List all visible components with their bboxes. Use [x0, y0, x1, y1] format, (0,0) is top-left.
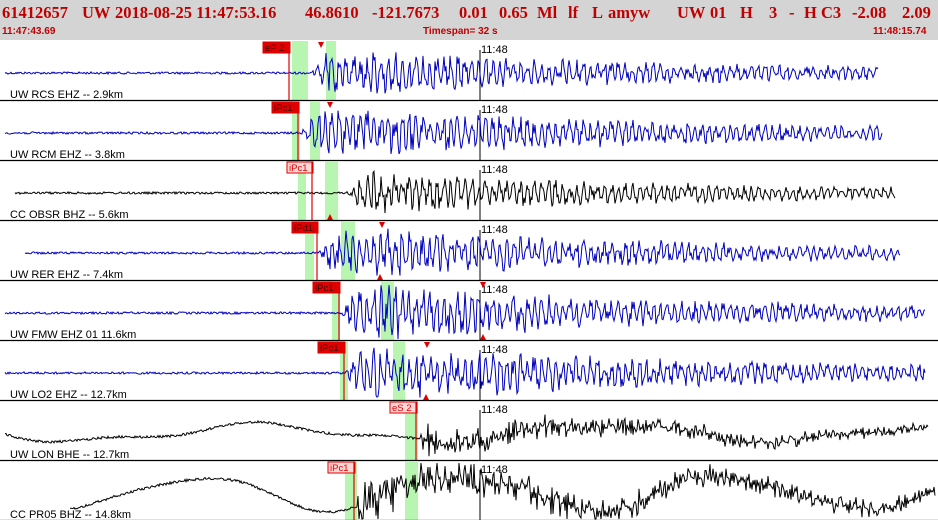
event-magnitude: 0.65: [499, 3, 528, 22]
station-label: UW RER EHZ -- 7.4km: [10, 269, 123, 281]
event-header: 61412657 UW 2018-08-25 11:47:53.16 46.86…: [0, 0, 938, 40]
waveform-trace: [69, 462, 936, 520]
event-id: 61412657: [2, 3, 68, 22]
event-depth: 0.01: [459, 3, 488, 22]
event-type: H C3: [804, 3, 842, 22]
pick-flag[interactable]: [317, 341, 346, 354]
event-version: 01: [710, 3, 727, 22]
pick-label: eP 2: [265, 43, 284, 54]
minute-tick-label: 11:48: [481, 104, 508, 116]
station-label: UW LON BHE -- 12.7km: [10, 449, 129, 461]
time-range-line: 11:47:43.69 Timespan= 32 s 11:48:15.74: [0, 25, 938, 40]
pick-label: iPc1: [274, 103, 292, 114]
pick-label: iPc1: [315, 283, 333, 294]
minute-tick-label: 11:48: [481, 344, 508, 356]
pick-label: iPd1: [294, 223, 313, 234]
event-network: UW: [82, 3, 111, 22]
event-mag-type: Ml: [537, 3, 558, 22]
arrival-marker-top: [480, 282, 486, 288]
event-datetime: 2018-08-25 11:47:53.16: [115, 3, 277, 22]
seismogram-plot: 11:48 eP 2 UW RCS EHZ -- 2.9km 11:48 iPc1 UW …: [0, 41, 938, 520]
analysis-window: [298, 161, 306, 221]
waveform-trace: [4, 285, 926, 340]
pick-flag[interactable]: [312, 281, 341, 294]
pick-label: iPc1: [330, 463, 348, 474]
event-count: 3: [769, 3, 778, 22]
waveform-trace: [4, 52, 879, 94]
minute-tick-label: 11:48: [481, 44, 508, 56]
pick-label: iPc1: [289, 163, 307, 174]
waveform-trace: [24, 228, 901, 276]
pick-label: eS 2: [392, 403, 412, 414]
minute-tick-label: 11:48: [481, 164, 508, 176]
minute-tick-label: 11:48: [481, 404, 508, 416]
event-val2: 2.09: [902, 3, 931, 22]
arrival-marker-bottom: [377, 274, 383, 280]
analysis-window: [393, 341, 405, 401]
waveform-trace: [4, 347, 926, 398]
pick-flag[interactable]: [389, 401, 418, 414]
end-time: 11:48:15.74: [873, 26, 927, 37]
minute-tick-label: 11:48: [481, 224, 508, 236]
analysis-window: [292, 101, 300, 161]
arrival-marker-top: [379, 222, 385, 228]
station-label: CC PR05 BHZ -- 14.8km: [10, 509, 131, 520]
analysis-window: [326, 41, 336, 101]
arrival-marker-bottom: [423, 394, 429, 400]
arrival-marker-top: [424, 342, 430, 348]
analysis-window: [292, 41, 308, 101]
pick-flag[interactable]: [291, 221, 319, 234]
start-time: 11:47:43.69: [2, 26, 56, 37]
event-lon: -121.7673: [372, 3, 440, 22]
analysis-window: [305, 221, 314, 281]
station-label: CC OBSR BHZ -- 5.6km: [10, 209, 129, 221]
event-flag1: lf: [568, 3, 579, 22]
event-analyst: amyw: [608, 3, 651, 22]
timespan: Timespan= 32 s: [423, 26, 498, 37]
event-source: UW: [677, 3, 706, 22]
event-dash: -: [789, 3, 795, 22]
arrival-marker-top: [327, 102, 333, 108]
event-quality: H: [740, 3, 753, 22]
pick-flag[interactable]: [327, 461, 356, 474]
waveform-trace: [14, 169, 896, 214]
analysis-window: [310, 101, 320, 161]
minute-tick-label: 11:48: [481, 284, 508, 296]
station-label: UW RCS EHZ -- 2.9km: [10, 89, 123, 101]
event-lat: 46.8610: [305, 3, 359, 22]
event-flag2: L: [592, 3, 604, 22]
arrival-marker-bottom: [327, 214, 333, 220]
analysis-window: [405, 401, 418, 461]
pick-flag[interactable]: [262, 41, 291, 54]
event-summary-line: 61412657 UW 2018-08-25 11:47:53.16 46.86…: [2, 2, 936, 24]
arrival-marker-top: [318, 42, 324, 48]
station-label: UW RCM EHZ -- 3.8km: [10, 149, 125, 161]
pick-label: iPc1: [320, 343, 338, 354]
analysis-window: [325, 161, 338, 221]
pick-flag[interactable]: [271, 101, 300, 114]
pick-flag[interactable]: [286, 161, 314, 174]
arrival-marker-bottom: [480, 334, 486, 340]
station-label: UW LO2 EHZ -- 12.7km: [10, 389, 127, 401]
event-val1: -2.08: [852, 3, 887, 22]
waveform-trace: [4, 414, 929, 457]
station-label: UW FMW EHZ 01 11.6km: [10, 329, 136, 341]
analysis-window: [332, 281, 340, 341]
waveform-trace: [4, 110, 883, 155]
